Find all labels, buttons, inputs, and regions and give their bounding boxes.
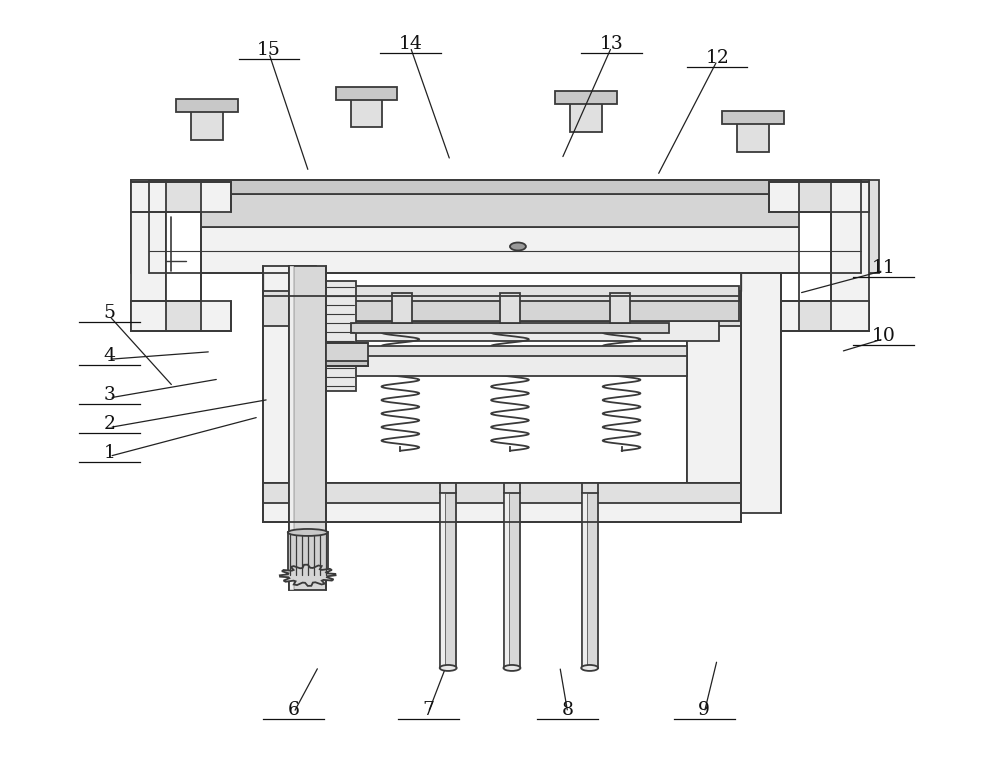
Polygon shape (687, 301, 741, 523)
Polygon shape (166, 182, 201, 212)
Polygon shape (392, 293, 412, 323)
Text: 4: 4 (103, 347, 115, 365)
Text: 8: 8 (562, 701, 574, 718)
Polygon shape (316, 353, 687, 376)
Polygon shape (263, 482, 741, 523)
Text: 6: 6 (288, 701, 300, 718)
Polygon shape (737, 117, 769, 152)
Polygon shape (336, 87, 397, 100)
Polygon shape (149, 227, 861, 273)
Ellipse shape (510, 243, 526, 250)
Polygon shape (131, 180, 166, 331)
Polygon shape (263, 266, 316, 523)
Polygon shape (311, 291, 739, 321)
Polygon shape (351, 92, 382, 127)
Ellipse shape (581, 665, 598, 671)
Polygon shape (311, 286, 739, 301)
Polygon shape (191, 104, 223, 140)
Polygon shape (610, 293, 630, 323)
Text: 15: 15 (257, 41, 281, 59)
Polygon shape (861, 180, 879, 273)
Polygon shape (321, 321, 719, 341)
Text: 11: 11 (872, 259, 895, 276)
Polygon shape (799, 212, 831, 301)
Polygon shape (289, 266, 294, 591)
Polygon shape (440, 492, 445, 668)
Polygon shape (289, 266, 326, 591)
Polygon shape (769, 182, 869, 212)
Polygon shape (582, 492, 587, 668)
Text: 2: 2 (103, 416, 115, 434)
Polygon shape (316, 346, 687, 356)
Polygon shape (582, 492, 598, 668)
Polygon shape (741, 273, 781, 512)
Polygon shape (440, 492, 456, 668)
Polygon shape (831, 180, 869, 331)
Text: 13: 13 (600, 35, 623, 53)
Polygon shape (500, 293, 520, 323)
Polygon shape (280, 565, 336, 586)
Ellipse shape (288, 529, 328, 536)
Polygon shape (316, 326, 687, 482)
Text: 12: 12 (705, 49, 729, 66)
Text: 10: 10 (872, 326, 896, 345)
Polygon shape (263, 482, 741, 502)
Polygon shape (149, 194, 861, 227)
Polygon shape (131, 182, 231, 212)
Ellipse shape (440, 665, 457, 671)
Polygon shape (504, 492, 509, 668)
Polygon shape (722, 111, 784, 124)
Polygon shape (326, 282, 356, 391)
Text: 14: 14 (398, 35, 422, 53)
Ellipse shape (503, 665, 520, 671)
Polygon shape (131, 180, 149, 273)
Polygon shape (326, 361, 368, 366)
Polygon shape (326, 343, 368, 366)
Polygon shape (166, 301, 201, 331)
Text: 7: 7 (422, 701, 434, 718)
Polygon shape (149, 180, 861, 194)
Polygon shape (351, 323, 669, 333)
Polygon shape (288, 533, 328, 575)
Polygon shape (799, 301, 831, 331)
Polygon shape (555, 91, 617, 104)
Polygon shape (263, 291, 741, 326)
Polygon shape (166, 212, 201, 301)
Polygon shape (131, 301, 231, 331)
Text: 3: 3 (103, 386, 115, 404)
Polygon shape (799, 182, 831, 212)
Polygon shape (504, 492, 520, 668)
Polygon shape (176, 99, 238, 112)
Polygon shape (570, 97, 602, 132)
Text: 5: 5 (103, 304, 115, 322)
Polygon shape (769, 301, 869, 331)
Text: 9: 9 (698, 701, 710, 718)
Text: 1: 1 (103, 444, 115, 462)
